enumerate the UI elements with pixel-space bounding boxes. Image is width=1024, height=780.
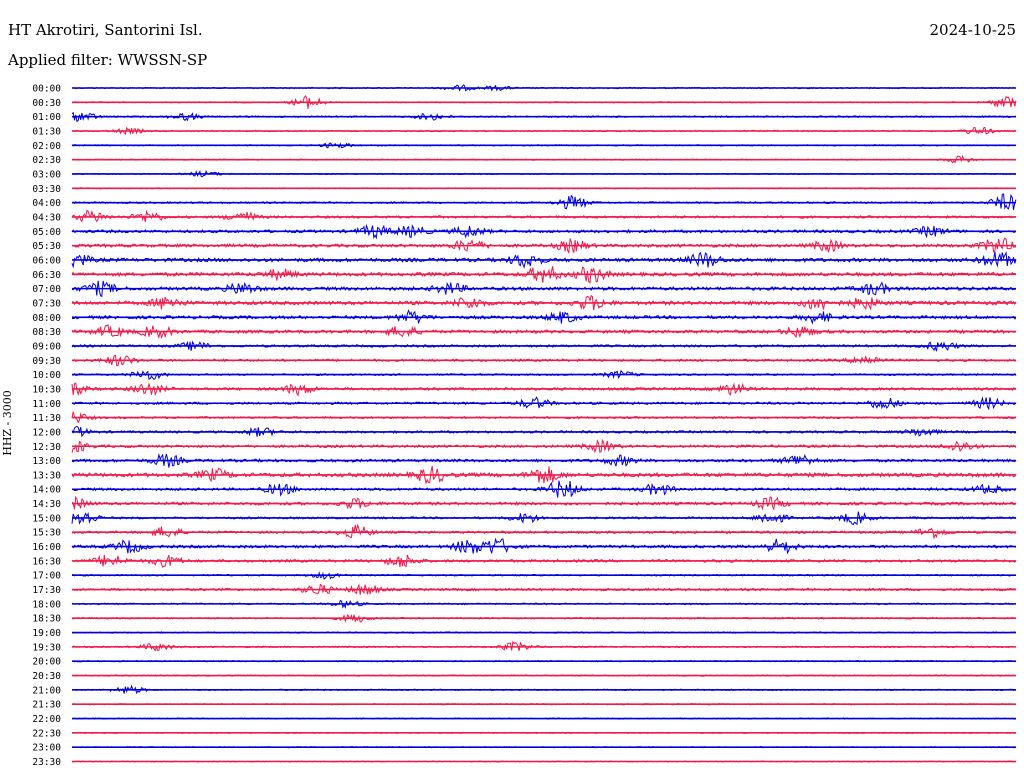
time-tick-label: 16:30: [32, 556, 61, 567]
time-tick-label: 10:00: [32, 370, 61, 381]
time-tick-label: 01:00: [32, 112, 61, 123]
trace-line: [71, 523, 1017, 540]
time-tick-label: 04:00: [32, 198, 61, 209]
time-tick-label: 12:30: [32, 442, 61, 453]
time-tick-label: 11:00: [32, 399, 61, 410]
date-label: 2024-10-25: [929, 21, 1016, 39]
time-tick-label: 02:00: [32, 141, 61, 152]
station-title: HT Akrotiri, Santorini Isl.: [8, 21, 203, 39]
time-tick-label: 03:30: [32, 184, 61, 195]
time-tick-label: 22:00: [32, 714, 61, 725]
time-tick-label: 09:00: [32, 341, 61, 352]
filter-label: Applied filter: WWSSN-SP: [8, 51, 208, 69]
time-tick-label: 05:30: [32, 241, 61, 252]
time-tick-label: 12:00: [32, 427, 61, 438]
time-tick-label: 23:30: [32, 757, 61, 768]
time-tick-label: 03:00: [32, 169, 61, 180]
time-tick-label: 23:00: [32, 743, 61, 754]
time-tick-label: 06:00: [32, 255, 61, 266]
time-tick-label: 20:30: [32, 671, 61, 682]
time-tick-label: 13:30: [32, 470, 61, 481]
time-tick-label: 20:00: [32, 657, 61, 668]
time-tick-label: 13:00: [32, 456, 61, 467]
time-tick-label: 17:30: [32, 585, 61, 596]
time-tick-label: 21:00: [32, 685, 61, 696]
time-tick-label: 15:00: [32, 513, 61, 524]
trace-line: [71, 280, 1017, 297]
time-tick-label: 11:30: [32, 413, 61, 424]
time-tick-label: 17:00: [32, 571, 61, 582]
time-tick-label: 14:00: [32, 485, 61, 496]
time-tick-label: 21:30: [32, 700, 61, 711]
time-tick-label: 15:30: [32, 528, 61, 539]
time-tick-label: 07:00: [32, 284, 61, 295]
time-tick-label: 19:30: [32, 642, 61, 653]
time-tick-label: 04:30: [32, 212, 61, 223]
time-tick-label: 18:30: [32, 614, 61, 625]
time-tick-label: 07:30: [32, 298, 61, 309]
time-tick-label: 16:00: [32, 542, 61, 553]
time-tick-label: 08:30: [32, 327, 61, 338]
time-tick-label: 00:00: [32, 84, 61, 95]
time-tick-label: 18:00: [32, 599, 61, 610]
time-tick-label: 02:30: [32, 155, 61, 166]
time-tick-label: 09:30: [32, 356, 61, 367]
time-tick-label: 19:00: [32, 628, 61, 639]
time-tick-label: 01:30: [32, 126, 61, 137]
time-tick-label: 06:30: [32, 270, 61, 281]
time-tick-label: 05:00: [32, 227, 61, 238]
time-tick-label: 14:30: [32, 499, 61, 510]
time-tick-label: 08:00: [32, 313, 61, 324]
time-tick-label: 00:30: [32, 98, 61, 109]
time-tick-label: 10:30: [32, 384, 61, 395]
time-tick-label: 22:30: [32, 728, 61, 739]
